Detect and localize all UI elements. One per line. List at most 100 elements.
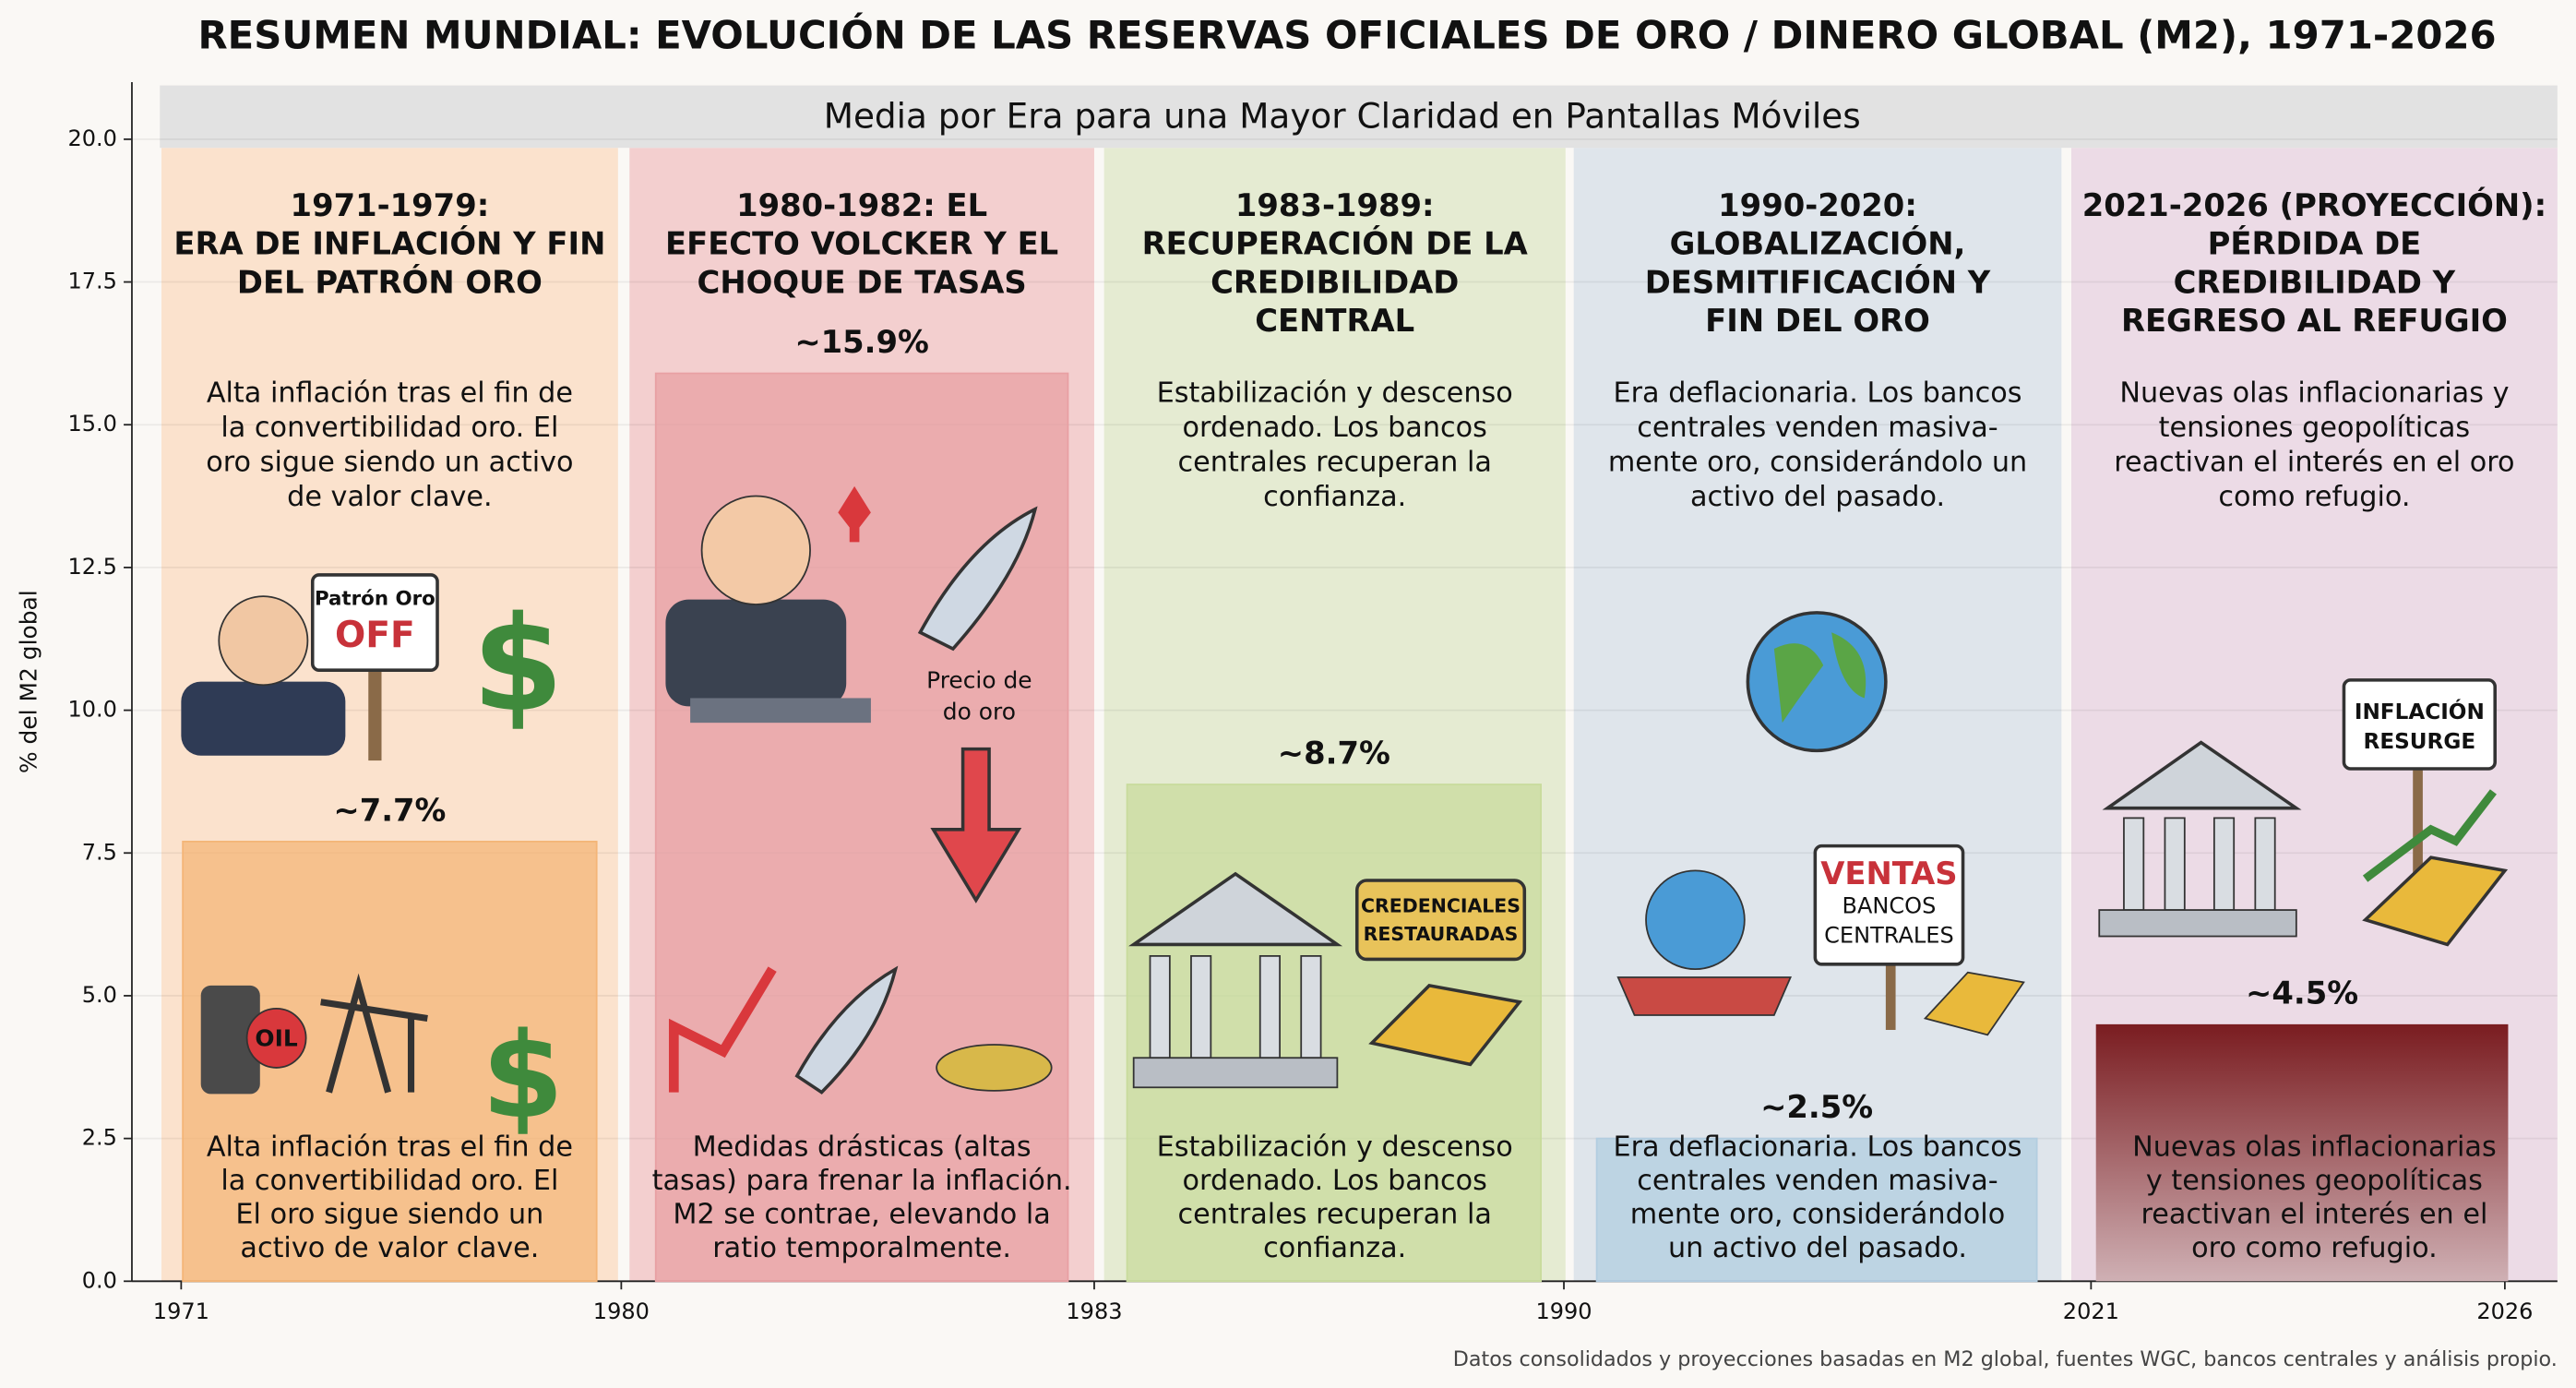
- icon-shape: [320, 973, 428, 1094]
- icon-shape: [1368, 984, 1523, 1067]
- icon-shape: [917, 506, 1038, 652]
- icon-shape: [1813, 844, 1965, 966]
- icon-shape: [794, 965, 899, 1095]
- icon-volcker: Precio de do oro: [665, 485, 1053, 1095]
- era-description: Nuevas olas inflacionarias y: [2119, 377, 2509, 410]
- era-description: tensiones geopolíticas: [2159, 412, 2471, 444]
- era-title: FIN DEL ORO: [1705, 303, 1930, 339]
- subtitle-band: [160, 85, 2558, 149]
- icon-shape: [245, 1007, 307, 1069]
- y-tick-label: 20.0: [67, 126, 116, 151]
- era-title: CENTRAL: [1255, 303, 1414, 339]
- value-label: ~7.7%: [333, 792, 446, 828]
- value-label: ~4.5%: [2246, 975, 2358, 1011]
- bar-text: reactivan el interés en el: [2141, 1199, 2487, 1231]
- icon-shape: [2212, 817, 2236, 911]
- y-tick-label: 10.0: [67, 697, 116, 723]
- icon-shape: [1354, 879, 1527, 962]
- icon-shape: [1300, 955, 1322, 1059]
- bar-text: activo de valor clave.: [240, 1232, 539, 1264]
- icon-shape: [2413, 763, 2423, 896]
- y-tick-label: 12.5: [67, 554, 116, 580]
- footnote: Datos consolidados y proyecciones basada…: [1453, 1347, 2558, 1371]
- icon-dollar: $: [482, 1008, 564, 1145]
- era-title: EFECTO VOLCKER Y EL: [665, 226, 1058, 262]
- value-label: ~2.5%: [1760, 1089, 1873, 1125]
- x-tick-label: 1990: [1535, 1298, 1592, 1324]
- icon-shape: [665, 599, 847, 707]
- value-label: ~8.7%: [1278, 735, 1390, 771]
- y-tick-label: 17.5: [67, 269, 116, 294]
- icon-text: CREDENCIALES: [1361, 894, 1521, 916]
- icon-shape: [668, 966, 777, 1093]
- x-tick-label: 1980: [593, 1298, 650, 1324]
- era-title: 1983-1989:: [1235, 187, 1435, 223]
- icon-text: INFLACIÓN: [2355, 699, 2485, 724]
- icon-shape: [2362, 789, 2497, 882]
- era-title: DEL PATRÓN ORO: [237, 263, 543, 300]
- era-title: CREDIBILIDAD Y: [2174, 264, 2456, 300]
- era-description: centrales recuperan la: [1178, 446, 1492, 478]
- chart-title: RESUMEN MUNDIAL: EVOLUCIÓN DE LAS RESERV…: [197, 11, 2496, 57]
- subtitle: Media por Era para una Mayor Claridad en…: [824, 96, 1861, 137]
- bar-text: centrales recuperan la: [1178, 1199, 1492, 1231]
- bar-text: Medidas drásticas (altas: [693, 1131, 1032, 1164]
- y-tick-label: 5.0: [82, 982, 117, 1008]
- era-description: Era deflacionaria. Los bancos: [1614, 377, 2022, 410]
- era-description: activo del pasado.: [1690, 481, 1945, 513]
- icon-shape: [1149, 955, 1171, 1059]
- icon-shape: [2102, 740, 2302, 810]
- bar-text: Nuevas olas inflacionarias: [2132, 1131, 2497, 1164]
- era-description: reactivan el interés en el oro: [2114, 446, 2514, 478]
- era-title: RECUPERACIÓN DE LA: [1142, 225, 1528, 262]
- bar-text: M2 se contrae, elevando la: [673, 1199, 1050, 1231]
- era-title: GLOBALIZACIÓN,: [1670, 225, 1966, 262]
- y-tick-label: 15.0: [67, 411, 116, 437]
- icon-shape: [2164, 817, 2186, 911]
- era-title: PÉRDIDA DE: [2208, 225, 2422, 262]
- icon-shape: [2342, 678, 2497, 771]
- era-title: 1980-1982: EL: [736, 187, 987, 223]
- bar-text: un activo del pasado.: [1668, 1232, 1967, 1264]
- bar: [1595, 1137, 2038, 1283]
- era-title: ERA DE INFLACIÓN Y FIN: [173, 225, 605, 262]
- icon-shape: [1773, 632, 1866, 724]
- bar-text: oro como refugio.: [2191, 1232, 2438, 1264]
- icon-text: do oro: [943, 698, 1016, 724]
- era-description: de valor clave.: [287, 481, 493, 513]
- icon-shape: [1645, 869, 1746, 971]
- y-tick-label: 0.0: [82, 1267, 117, 1293]
- icon-shape: [2098, 909, 2297, 938]
- era-description: oro sigue siendo un activo: [206, 446, 573, 478]
- y-tick-label: 2.5: [82, 1125, 117, 1151]
- icon-text: CENTRALES: [1824, 923, 1954, 949]
- era-title: 1971-1979:: [291, 187, 490, 223]
- era-description: mente oro, considerándolo un: [1608, 446, 2027, 478]
- era-title: 1990-2020:: [1718, 187, 1917, 223]
- era-title: REGRESO AL REFUGIO: [2121, 303, 2508, 339]
- icon-shape: [200, 985, 260, 1095]
- era-title: CREDIBILIDAD: [1210, 264, 1459, 300]
- value-label: ~15.9%: [794, 324, 929, 360]
- era-description: como refugio.: [2218, 481, 2410, 513]
- icon-shape: [1190, 955, 1212, 1059]
- icon-shape: [700, 495, 811, 605]
- icon-shape: [1258, 955, 1281, 1059]
- icon-text: OIL: [255, 1025, 297, 1052]
- era-description: Estabilización y descenso: [1157, 377, 1513, 410]
- icon-shape: [2254, 817, 2276, 911]
- icon-shape: [181, 681, 346, 756]
- bar-text: confianza.: [1263, 1232, 1406, 1264]
- x-tick-label: 1971: [153, 1298, 209, 1324]
- bar-text: tasas) para frenar la inflación.: [652, 1165, 1072, 1197]
- icon-oil: OIL $: [200, 973, 564, 1145]
- icon-shape: [1128, 871, 1343, 947]
- icon-text: OFF: [335, 615, 415, 656]
- icon-text: RESTAURADAS: [1364, 923, 1519, 945]
- bar-text: centrales venden masiva-: [1637, 1165, 1998, 1197]
- icon-shape: [2362, 856, 2509, 947]
- icon-dollar: $: [472, 588, 564, 741]
- era-description: ordenado. Los bancos: [1183, 412, 1487, 444]
- icon-text: BANCOS: [1843, 892, 1937, 918]
